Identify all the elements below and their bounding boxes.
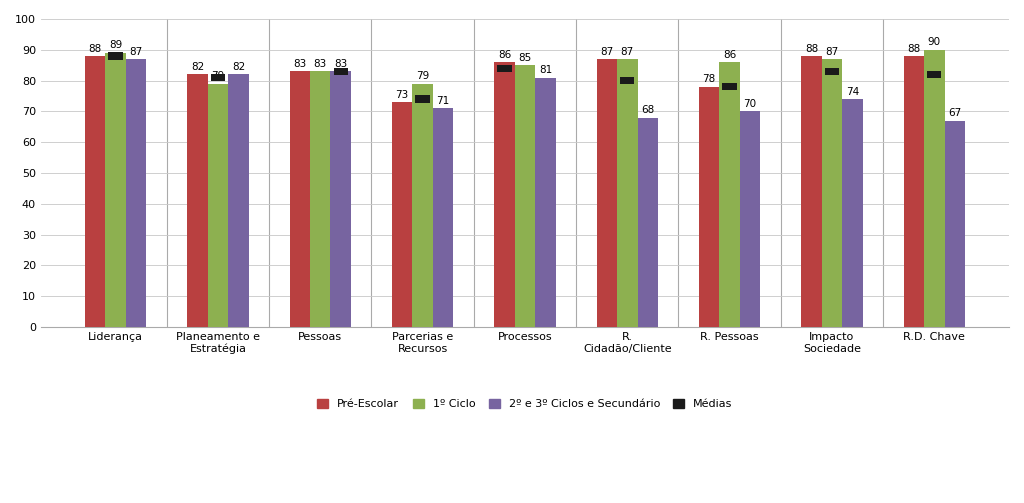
Bar [903, 56, 924, 327]
Text: 79: 79 [211, 71, 224, 81]
Bar [842, 99, 862, 327]
Bar [515, 65, 536, 327]
Text: 86: 86 [723, 50, 736, 60]
Bar [924, 50, 944, 327]
FancyBboxPatch shape [824, 68, 839, 75]
Bar [85, 56, 105, 327]
Bar [617, 59, 638, 327]
Text: 90: 90 [928, 37, 941, 47]
Text: 83: 83 [334, 59, 347, 69]
Text: 82: 82 [190, 62, 204, 72]
Bar [228, 74, 249, 327]
FancyBboxPatch shape [211, 74, 225, 81]
Bar [331, 71, 351, 327]
Bar [699, 87, 720, 327]
Text: 74: 74 [846, 87, 859, 97]
Bar [413, 83, 433, 327]
Text: 85: 85 [518, 53, 531, 63]
Text: 87: 87 [825, 47, 839, 56]
FancyBboxPatch shape [723, 83, 737, 91]
Bar [536, 77, 556, 327]
Text: 82: 82 [231, 62, 245, 72]
Text: 88: 88 [88, 43, 101, 53]
Bar [495, 62, 515, 327]
Bar [597, 59, 617, 327]
Bar [720, 62, 740, 327]
Text: 83: 83 [313, 59, 327, 69]
Text: 70: 70 [743, 99, 757, 109]
FancyBboxPatch shape [927, 71, 941, 78]
Text: 87: 87 [600, 47, 613, 56]
Bar [392, 102, 413, 327]
Bar [208, 83, 228, 327]
Text: 87: 87 [621, 47, 634, 56]
FancyBboxPatch shape [109, 52, 123, 60]
Text: 86: 86 [498, 50, 511, 60]
FancyBboxPatch shape [498, 64, 512, 72]
Text: 88: 88 [907, 43, 921, 53]
FancyBboxPatch shape [621, 77, 635, 85]
FancyBboxPatch shape [334, 68, 348, 75]
Bar [290, 71, 310, 327]
Text: 88: 88 [805, 43, 818, 53]
Text: 73: 73 [395, 90, 409, 100]
Text: 78: 78 [702, 74, 716, 85]
Bar [638, 118, 658, 327]
Text: 83: 83 [293, 59, 306, 69]
Text: 79: 79 [416, 71, 429, 81]
Text: 68: 68 [641, 105, 654, 115]
Bar [187, 74, 208, 327]
Bar [310, 71, 331, 327]
Text: 87: 87 [129, 47, 142, 56]
Text: 67: 67 [948, 108, 962, 118]
Bar [740, 112, 760, 327]
Bar [105, 53, 126, 327]
Legend: Pré-Escolar, 1º Ciclo, 2º e 3º Ciclos e Secundário, Médias: Pré-Escolar, 1º Ciclo, 2º e 3º Ciclos e … [312, 394, 737, 414]
Bar [821, 59, 842, 327]
Bar [801, 56, 821, 327]
Text: 71: 71 [436, 96, 450, 106]
Bar [433, 108, 454, 327]
Bar [944, 121, 965, 327]
Bar [126, 59, 146, 327]
FancyBboxPatch shape [416, 96, 430, 103]
Text: 81: 81 [539, 65, 552, 75]
Text: 89: 89 [109, 40, 122, 50]
